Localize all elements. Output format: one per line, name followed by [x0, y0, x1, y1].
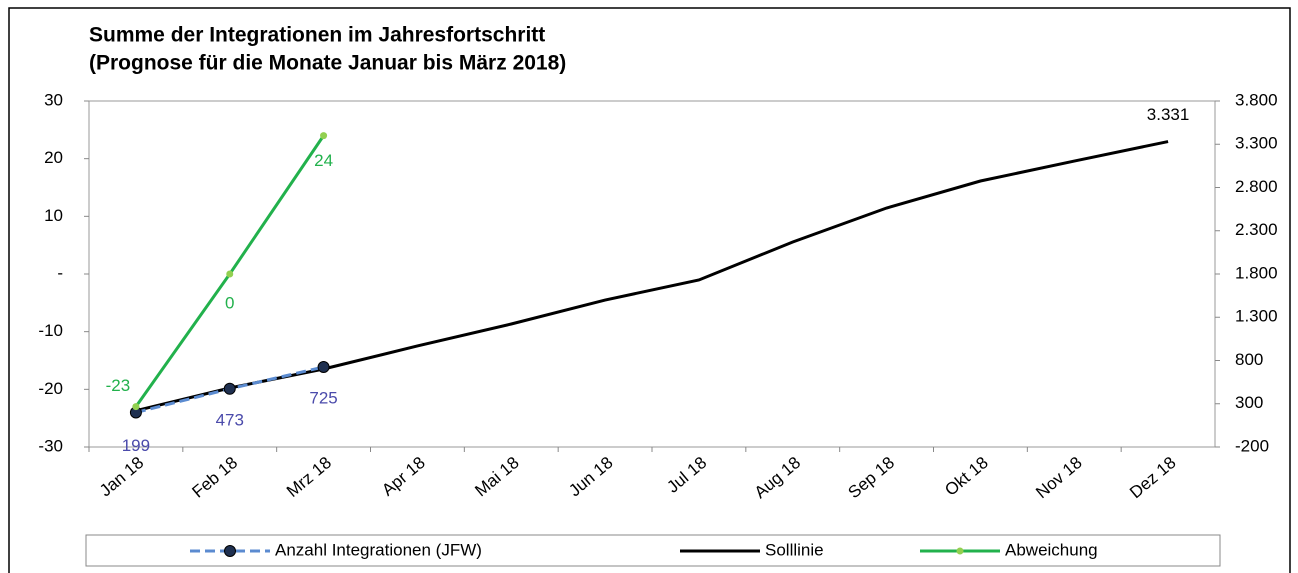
- marker: [226, 270, 234, 278]
- y2-tick-label: 3.300: [1235, 134, 1278, 153]
- y2-tick-label: -200: [1235, 436, 1269, 455]
- data-label: 473: [216, 410, 244, 429]
- series-line: [135, 140, 1169, 413]
- y2-tick-label: 2.300: [1235, 220, 1278, 239]
- y2-tick-label: 300: [1235, 393, 1263, 412]
- marker: [132, 403, 140, 411]
- y-tick-label: 20: [44, 148, 63, 167]
- y-tick-label: -30: [38, 436, 63, 455]
- y-tick-label: 30: [44, 90, 63, 109]
- legend-marker: [956, 547, 964, 555]
- y2-tick-label: 1.800: [1235, 263, 1278, 282]
- marker: [320, 132, 328, 140]
- legend-marker: [224, 545, 236, 557]
- legend-box: [85, 534, 1221, 567]
- marker: [317, 360, 330, 373]
- data-label: 0: [225, 293, 234, 312]
- legend-label: Anzahl Integrationen (JFW): [275, 540, 482, 559]
- y-tick-label: -: [57, 263, 63, 282]
- y-tick-label: 10: [44, 206, 63, 225]
- data-label: 24: [314, 151, 333, 170]
- data-label: 3.331: [1147, 105, 1190, 124]
- chart-subtitle: (Prognose für die Monate Januar bis März…: [89, 52, 566, 75]
- marker: [223, 382, 236, 395]
- y-tick-label: -10: [38, 321, 63, 340]
- data-label: 725: [309, 388, 337, 407]
- y-tick-label: -20: [38, 379, 63, 398]
- y2-tick-label: 800: [1235, 350, 1263, 369]
- plot-area: [88, 100, 1216, 448]
- y2-tick-label: 2.800: [1235, 177, 1278, 196]
- y2-tick-label: 3.800: [1235, 90, 1278, 109]
- y2-tick-label: 1.300: [1235, 307, 1278, 326]
- data-label: 199: [122, 436, 150, 455]
- legend-label: Solllinie: [765, 540, 824, 559]
- data-label: -23: [106, 376, 131, 395]
- chart-title: Summe der Integrationen im Jahresfortsch…: [89, 24, 545, 47]
- legend-label: Abweichung: [1005, 540, 1098, 559]
